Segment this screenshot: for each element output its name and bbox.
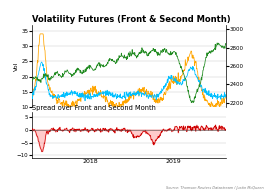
Text: Volatility Futures (Front & Second Month): Volatility Futures (Front & Second Month…: [32, 15, 231, 24]
Text: Source: Thomson Reuters Datastream / Justin McQueen: Source: Thomson Reuters Datastream / Jus…: [166, 186, 263, 190]
Legend: China, US, S&P 500 (RHS): China, US, S&P 500 (RHS): [35, 120, 130, 129]
Y-axis label: Vol: Vol: [14, 61, 19, 71]
Text: Spread over Front and Second Month: Spread over Front and Second Month: [32, 105, 156, 111]
